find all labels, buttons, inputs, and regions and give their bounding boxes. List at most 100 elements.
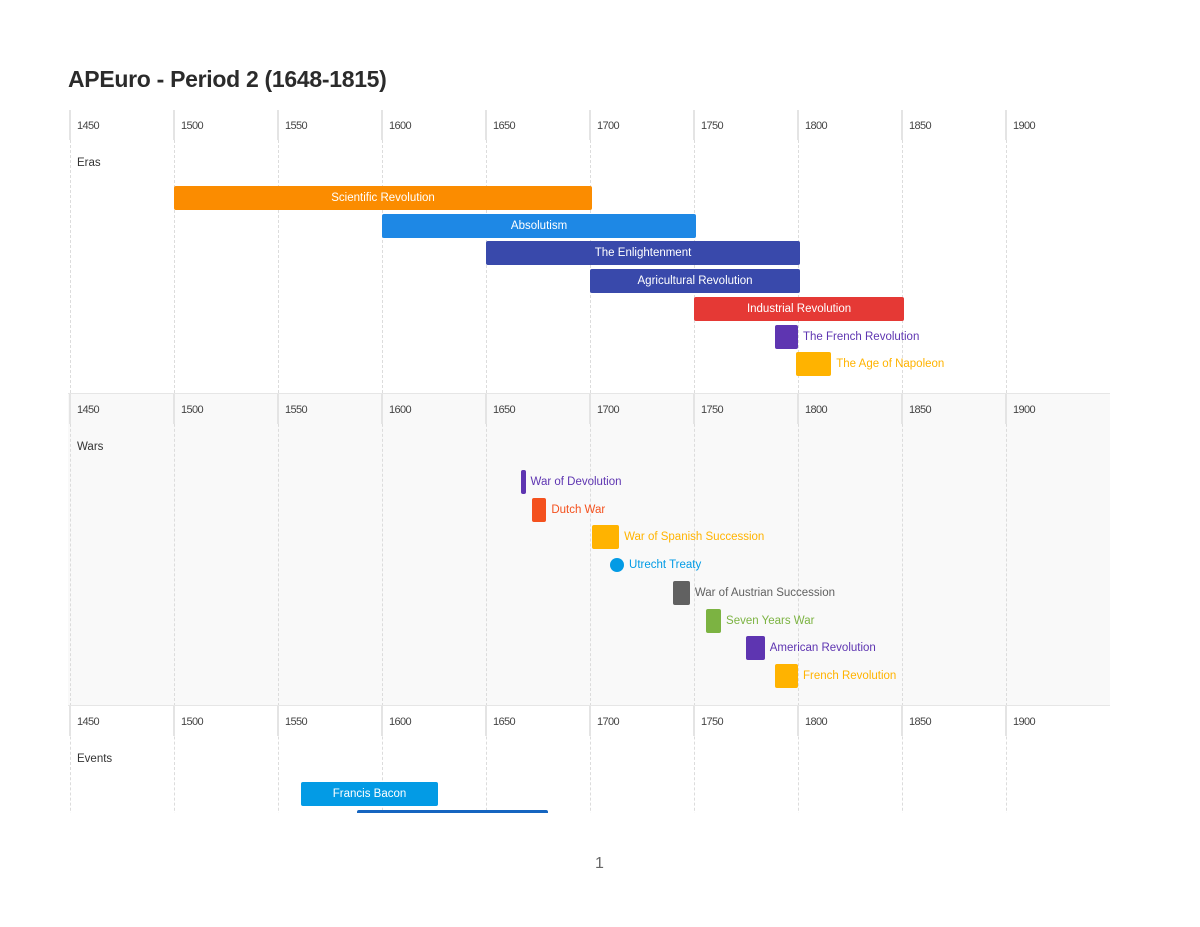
gridline-top — [693, 706, 695, 736]
tick-label: 1650 — [493, 120, 516, 132]
bar-label: War of Devolution — [530, 476, 622, 488]
gridline — [382, 394, 383, 706]
bar-label: War of Austrian Succession — [694, 586, 836, 599]
timeline-bar[interactable] — [795, 352, 832, 377]
bar-label: French Revolution — [803, 669, 897, 682]
timeline-chart: 1450 1500 1550 1600 1650 1700 1750 1800 1850 1900… — [68, 110, 1110, 813]
bar-label: The Enlightenment — [594, 247, 692, 260]
bar-label: Scientific Revolution — [331, 192, 435, 204]
timeline-bar[interactable] — [382, 213, 697, 238]
gridline-top — [173, 706, 175, 736]
gridline — [278, 706, 279, 813]
gridline-top — [589, 394, 591, 424]
tick-label: 1600 — [389, 716, 412, 728]
timeline-bar[interactable] — [706, 608, 722, 633]
gridline — [798, 706, 799, 813]
tick-label: 1650 — [493, 716, 516, 728]
gridline — [694, 706, 695, 813]
gridline — [902, 706, 903, 813]
gridline-top — [797, 394, 799, 424]
tick-label: 1500 — [181, 716, 204, 728]
tick-label: 1650 — [493, 404, 516, 416]
gridline-top — [797, 706, 799, 736]
gridline — [70, 110, 71, 393]
timeline-point[interactable] — [610, 558, 625, 573]
gridline-top — [69, 110, 71, 140]
bar-label: Utrecht Treaty — [629, 559, 702, 572]
bar-label: Francis Bacon — [332, 788, 407, 800]
gridline-top — [277, 394, 279, 424]
gridline — [70, 394, 71, 706]
gridline — [694, 394, 695, 706]
timeline-bar[interactable] — [174, 186, 593, 210]
gridline — [902, 394, 903, 706]
gridline — [1006, 394, 1007, 706]
tick-label: 1550 — [285, 120, 308, 132]
gridline-top — [277, 706, 279, 736]
gridline — [382, 110, 383, 393]
timeline-bar[interactable] — [775, 324, 798, 349]
gridline — [278, 110, 279, 393]
tick-label: 1450 — [77, 120, 100, 132]
timeline-bar[interactable] — [694, 296, 905, 321]
tick-label: 1450 — [77, 404, 100, 416]
section-eras: 1450 1500 1550 1600 1650 1700 1750 1800 1850 1900… — [68, 110, 1110, 393]
timeline-bar[interactable] — [521, 470, 526, 494]
gridline — [174, 706, 175, 813]
gridline-top — [381, 110, 383, 140]
gridline — [1006, 110, 1007, 393]
section-events: 1450 1500 1550 1600 1650 1700 1750 1800 1850 1900… — [68, 705, 1110, 813]
timeline-bar[interactable] — [531, 497, 547, 522]
timeline-bar[interactable] — [357, 809, 549, 813]
tick-label: 1800 — [805, 404, 828, 416]
gridline-top — [69, 394, 71, 424]
gridline — [486, 394, 487, 706]
bar-label: Industrial Revolution — [746, 302, 852, 315]
gridline-top — [485, 110, 487, 140]
bar-label: American Revolution — [769, 642, 876, 655]
tick-label: 1850 — [909, 716, 932, 728]
gridline-top — [173, 110, 175, 140]
gridline-top — [901, 394, 903, 424]
tick-label: 1750 — [701, 716, 724, 728]
bar-label: Seven Years War — [726, 614, 815, 627]
bar-label: The Age of Napoleon — [836, 358, 945, 371]
gridline-top — [1005, 706, 1007, 736]
bar-label: War of Spanish Succession — [624, 531, 765, 544]
timeline-bar[interactable] — [592, 525, 620, 550]
gridline — [902, 110, 903, 393]
gridline-top — [693, 394, 695, 424]
gridline-top — [485, 394, 487, 424]
bar-label: Absolutism — [510, 219, 568, 232]
timeline-bar[interactable] — [673, 580, 690, 605]
tick-label: 1550 — [285, 716, 308, 728]
timeline-bar[interactable] — [300, 782, 439, 806]
page-title: APEuro - Period 2 (1648-1815) — [68, 66, 387, 92]
page-number: 1 — [595, 855, 604, 872]
section-label: Eras — [77, 157, 101, 169]
gridline-top — [277, 110, 279, 140]
timeline-bar[interactable] — [775, 663, 798, 688]
tick-label: 1550 — [285, 404, 308, 416]
gridline — [590, 706, 591, 813]
timeline-bar[interactable] — [486, 241, 801, 266]
section-label: Wars — [77, 441, 104, 453]
gridline-top — [69, 706, 71, 736]
tick-label: 1600 — [389, 120, 412, 132]
timeline-bar[interactable] — [746, 636, 765, 661]
tick-label: 1700 — [597, 120, 620, 132]
tick-label: 1500 — [181, 404, 204, 416]
gridline-top — [381, 706, 383, 736]
gridline — [486, 706, 487, 813]
gridline — [798, 394, 799, 706]
gridline-top — [589, 706, 591, 736]
bar-label: Dutch War — [551, 503, 606, 516]
tick-label: 1700 — [597, 404, 620, 416]
tick-label: 1750 — [701, 120, 724, 132]
bar-label: The French Revolution — [803, 330, 920, 343]
gridline-top — [797, 110, 799, 140]
gridline-top — [381, 394, 383, 424]
timeline-bar[interactable] — [590, 269, 801, 294]
section-wars: 1450 1500 1550 1600 1650 1700 1750 1800 1850 1900… — [68, 393, 1110, 706]
gridline-top — [485, 706, 487, 736]
